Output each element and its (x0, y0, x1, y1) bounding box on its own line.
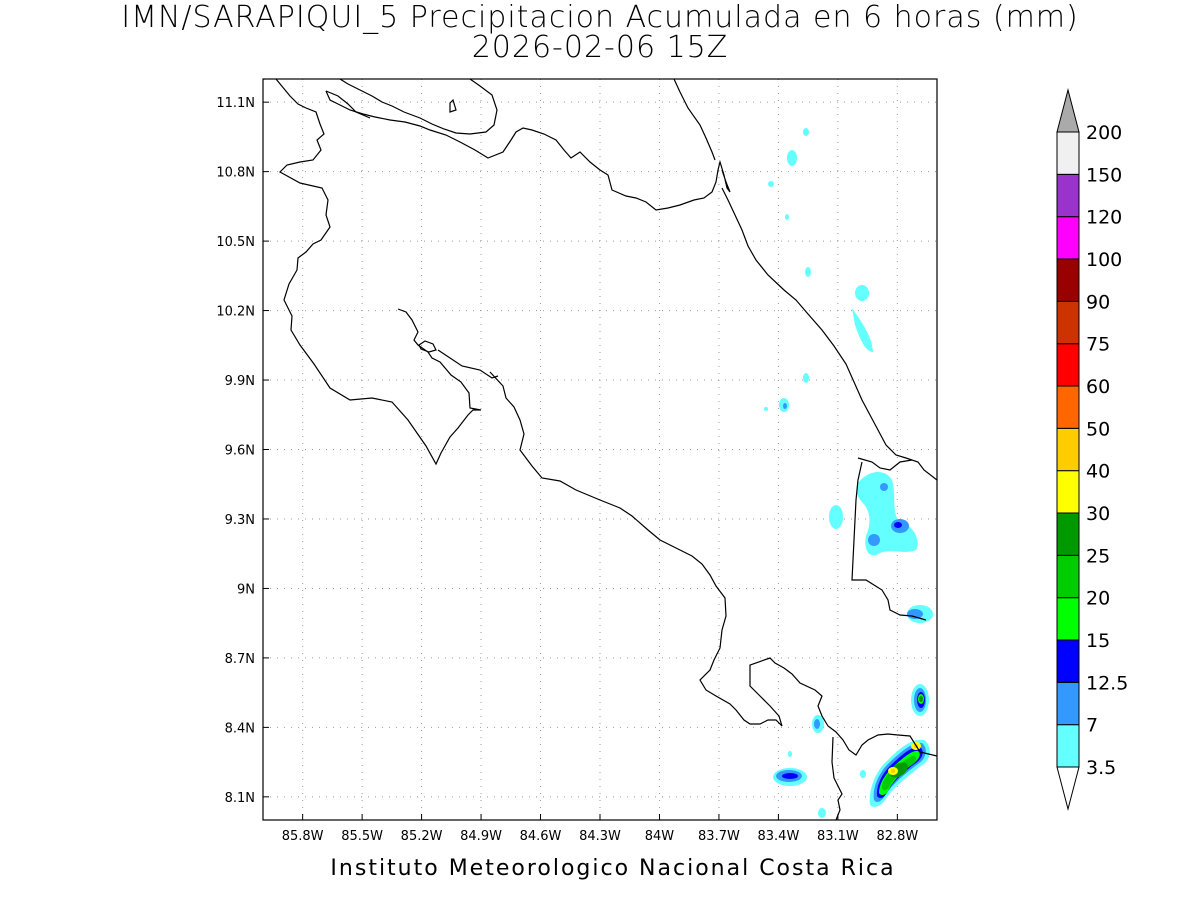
colorbar-level-label: 15 (1086, 630, 1110, 652)
precipitation-areas (764, 128, 933, 818)
map-title: IMN/SARAPIQUI_5 Precipitacion Acumulada … (121, 0, 1079, 35)
x-tick-label: 83.7W (698, 829, 740, 844)
y-tick-label: 9.6N (225, 444, 255, 459)
colorbar-segment (1056, 173, 1080, 218)
colorbar-level-label: 75 (1086, 334, 1110, 356)
colorbar-level-label: 60 (1086, 376, 1110, 398)
colorbar-above-arrow (1056, 88, 1080, 133)
y-tick-label: 8.4N (225, 721, 255, 736)
colorbar-segment (1056, 131, 1080, 175)
colorbar-segment (1056, 258, 1080, 302)
colorbar-segment (1056, 554, 1080, 599)
colorbar-segment (1056, 343, 1080, 387)
colorbar-level-label: 40 (1086, 461, 1110, 483)
colorbar-segment (1056, 216, 1080, 260)
x-tick-label: 84.3W (579, 829, 621, 844)
colorbar-level-label: 30 (1086, 503, 1110, 525)
x-tick-label: 82.8W (876, 829, 918, 844)
precip-band-12-5 (782, 522, 925, 799)
colorbar-level-label: 7 (1086, 715, 1098, 737)
y-tick-label: 9.3N (225, 513, 255, 528)
colorbar-segment (1056, 300, 1080, 345)
colorbar-segment (1056, 639, 1080, 683)
colorbar-segment (1056, 724, 1080, 768)
x-tick-label: 85.5W (341, 829, 383, 844)
latitude-ticks: 11.1N 10.8N 10.5N 10.2N 9.9N 9.6N 9.3N 9N 8.7N 8.… (216, 96, 269, 806)
x-tick-label: 84.9W (460, 829, 502, 844)
colorbar-segment (1056, 385, 1080, 429)
precip-band-3-5 (764, 128, 933, 818)
colorbar-level-label: 100 (1086, 249, 1122, 271)
colorbar-segment (1056, 470, 1080, 514)
colorbar-level-label: 50 (1086, 418, 1110, 440)
colorbar-segment (1056, 597, 1080, 641)
colorbar-segment (1056, 427, 1080, 472)
y-tick-label: 10.5N (216, 235, 255, 250)
colorbar-level-label: 120 (1086, 207, 1122, 229)
colorbar-below-arrow (1056, 766, 1080, 811)
colorbar-segment (1056, 681, 1080, 726)
y-tick-label: 8.7N (225, 652, 255, 667)
map-datetime: 2026-02-06 15Z (471, 30, 729, 65)
colorbar-level-label: 3.5 (1086, 757, 1116, 779)
colorbar: 3.5 7 12.5 15 20 25 30 40 50 60 75 90 100 120 150 200 (1056, 88, 1128, 811)
colorbar-level-label: 90 (1086, 291, 1110, 313)
y-tick-label: 9N (237, 582, 255, 597)
precip-band-7 (776, 403, 926, 802)
coastline (263, 79, 937, 820)
y-tick-label: 9.9N (225, 374, 255, 389)
longitude-ticks: 85.8W 85.5W 85.2W 84.9W 84.6W 84.3W 84W 83.7W 83… (282, 814, 918, 844)
colorbar-level-label: 20 (1086, 588, 1110, 610)
y-tick-label: 10.2N (216, 305, 255, 320)
x-tick-label: 83.4W (758, 829, 800, 844)
x-tick-label: 83.1W (817, 829, 859, 844)
x-tick-label: 85.8W (282, 829, 324, 844)
y-tick-label: 11.1N (216, 96, 255, 111)
colorbar-level-label: 25 (1086, 545, 1110, 567)
colorbar-level-label: 200 (1086, 122, 1122, 144)
colorbar-level-label: 150 (1086, 164, 1122, 186)
colorbar-segment (1056, 512, 1080, 556)
map-gridlines (263, 79, 937, 820)
colorbar-level-label: 12.5 (1086, 672, 1128, 694)
x-tick-label: 84W (645, 829, 675, 844)
x-tick-label: 84.6W (520, 829, 562, 844)
x-tick-label: 85.2W (401, 829, 443, 844)
institution-credit: Instituto Meteorologico Nacional Costa R… (330, 856, 896, 881)
y-tick-label: 8.1N (225, 791, 255, 806)
y-tick-label: 10.8N (216, 166, 255, 181)
